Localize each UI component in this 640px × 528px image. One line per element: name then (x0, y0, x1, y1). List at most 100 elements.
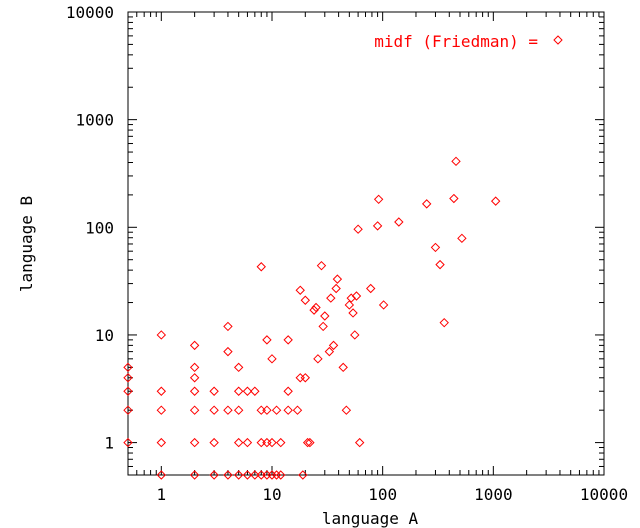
y-tick-label: 1000 (75, 111, 114, 130)
data-point (267, 437, 277, 448)
data-point (233, 405, 244, 415)
data-point (242, 437, 253, 448)
data-points (123, 156, 501, 480)
data-point (292, 405, 303, 415)
data-point (156, 405, 167, 415)
data-point (123, 362, 133, 373)
data-point (490, 196, 501, 206)
data-point (298, 470, 308, 480)
data-point (209, 405, 219, 415)
data-point (283, 386, 293, 396)
data-point (302, 437, 313, 448)
data-point (223, 321, 233, 332)
data-point (223, 346, 233, 357)
data-point (300, 373, 311, 383)
data-point (189, 386, 200, 396)
y-tick-label: 100 (85, 218, 114, 237)
data-point (233, 437, 244, 448)
data-point (223, 470, 233, 480)
data-point (378, 300, 389, 310)
data-point (156, 386, 167, 396)
x-tick-label: 1 (156, 485, 166, 504)
x-axis: 1 10 100 1000 10000 (136, 12, 628, 504)
data-point (233, 386, 244, 396)
data-point (262, 335, 272, 345)
data-point (421, 199, 432, 209)
data-point (267, 470, 277, 480)
data-point (189, 340, 200, 351)
data-point (326, 293, 336, 303)
data-point (338, 362, 348, 373)
data-point (123, 386, 133, 396)
data-point (373, 194, 384, 205)
x-tick-label: 100 (368, 485, 397, 504)
data-point (271, 470, 282, 480)
data-point (250, 470, 260, 480)
data-point (341, 405, 352, 415)
y-tick-label: 10 (95, 326, 114, 345)
data-point (305, 437, 315, 448)
data-point (267, 354, 277, 364)
y-tick-label: 10000 (66, 3, 114, 22)
x-tick-label: 1000 (474, 485, 513, 504)
data-point (209, 386, 219, 396)
data-point (350, 330, 360, 340)
data-point (348, 308, 358, 318)
data-point (313, 354, 323, 364)
data-point (309, 305, 319, 315)
data-point (439, 317, 449, 328)
legend: midf (Friedman) = (374, 32, 563, 51)
data-point (344, 300, 355, 310)
data-point (372, 221, 383, 231)
data-point (394, 217, 404, 227)
data-point (276, 470, 286, 480)
data-point (209, 470, 219, 480)
data-point (242, 470, 253, 480)
data-point (351, 291, 362, 301)
x-axis-title: language A (322, 509, 419, 528)
data-point (430, 242, 441, 253)
y-tick-label: 1 (104, 434, 114, 453)
data-point (209, 437, 219, 448)
data-point (189, 373, 200, 383)
data-point (123, 405, 133, 415)
data-point (295, 285, 305, 295)
data-point (250, 386, 260, 396)
data-point (311, 302, 321, 313)
data-point (300, 295, 311, 305)
data-point (156, 470, 167, 480)
data-point (233, 470, 244, 480)
data-point (256, 262, 266, 272)
x-tick-label: 10 (262, 485, 281, 504)
data-point (366, 283, 376, 294)
data-point (320, 311, 330, 321)
legend-marker (553, 35, 563, 45)
data-point (189, 470, 200, 480)
data-point (332, 274, 343, 284)
data-point (189, 362, 200, 373)
data-point (449, 193, 459, 204)
data-point (328, 340, 339, 351)
data-point (283, 405, 293, 415)
data-point (276, 437, 286, 448)
data-point (189, 437, 200, 448)
data-point (123, 437, 133, 448)
data-point (242, 386, 253, 396)
data-point (316, 260, 327, 271)
x-tick-label: 10000 (580, 485, 628, 504)
data-point (451, 156, 461, 167)
data-point (262, 405, 272, 415)
y-axis: 1 10 100 1000 10000 (66, 3, 604, 467)
data-point (324, 346, 335, 357)
data-point (457, 233, 467, 244)
data-point (318, 321, 328, 332)
data-point (123, 373, 133, 383)
data-point (435, 259, 445, 270)
y-axis-title: language B (17, 196, 36, 292)
data-point (189, 405, 200, 415)
legend-label: midf (Friedman) = (374, 32, 538, 51)
data-point (156, 330, 167, 340)
data-point (271, 405, 282, 415)
